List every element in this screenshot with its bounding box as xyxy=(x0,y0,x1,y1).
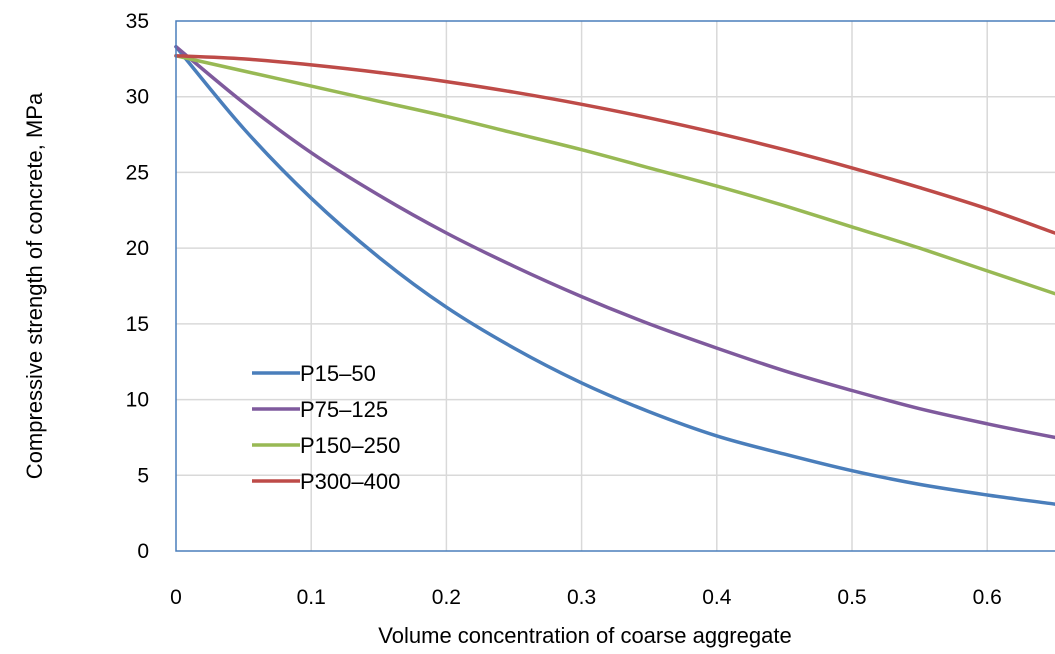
x-tick-label: 0 xyxy=(170,586,182,609)
x-tick-label: 0.4 xyxy=(702,586,732,609)
y-tick-label: 30 xyxy=(126,86,149,109)
y-tick-label: 5 xyxy=(137,464,149,487)
y-axis-ticks: 0 5 10 15 20 25 30 35 xyxy=(126,10,149,563)
y-axis-title: Compressive strength of concrete, MPa xyxy=(22,92,47,479)
y-tick-label: 15 xyxy=(126,313,149,336)
legend: P15–50 P75–125 P150–250 P300–400 xyxy=(252,361,400,494)
series-line-2 xyxy=(176,56,1055,294)
legend-label: P15–50 xyxy=(300,361,376,386)
x-axis-title: Volume concentration of coarse aggregate xyxy=(378,623,791,648)
x-tick-label: 0.3 xyxy=(567,586,596,609)
legend-label: P150–250 xyxy=(300,433,400,458)
x-axis-ticks: 0 0.1 0.2 0.3 0.4 0.5 0.6 xyxy=(170,586,1002,609)
y-tick-label: 10 xyxy=(126,389,149,412)
x-tick-label: 0.5 xyxy=(837,586,866,609)
series-line-3 xyxy=(176,56,1055,233)
x-tick-label: 0.6 xyxy=(973,586,1002,609)
y-tick-label: 20 xyxy=(126,237,149,260)
x-tick-label: 0.2 xyxy=(432,586,461,609)
legend-label: P300–400 xyxy=(300,469,400,494)
y-tick-label: 25 xyxy=(126,161,149,184)
y-tick-label: 0 xyxy=(137,540,149,563)
x-tick-label: 0.1 xyxy=(297,586,326,609)
y-tick-label: 35 xyxy=(126,10,149,33)
legend-label: P75–125 xyxy=(300,397,388,422)
